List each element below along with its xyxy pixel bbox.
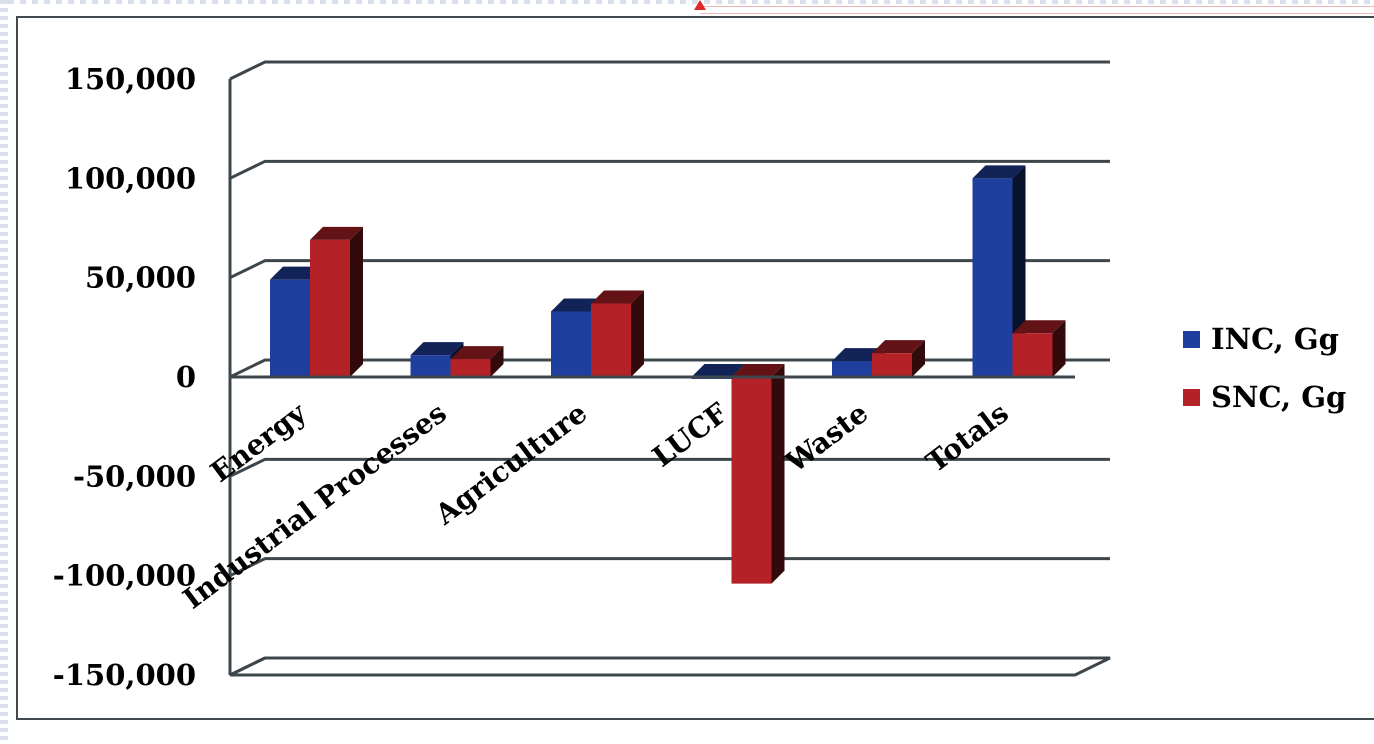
bar-front [591,303,631,377]
bar-front [972,178,1013,377]
bar-front [551,311,591,377]
bar-top [310,226,363,240]
bar-top [551,298,604,312]
x-tick-label: Totals [920,396,1015,479]
y-tick-label: 100,000 [65,161,196,195]
x-tick-label: Industrial Processes [177,396,453,615]
gridline [229,159,1110,180]
bar-front [270,279,310,377]
bar-top [731,364,785,377]
bar [731,364,785,584]
legend-swatch [1183,331,1200,348]
bar-front [450,359,491,377]
bar [872,340,925,377]
page-edge-top [8,0,1374,4]
legend-label: SNC, Gg [1211,380,1346,414]
insertion-marker-icon [694,0,706,10]
bar-side [631,290,644,377]
bar-top [270,266,323,280]
y-tick-label: -50,000 [73,459,196,493]
bar [450,346,504,377]
y-tick-label: 0 [176,360,196,394]
y-tick-label: -150,000 [53,658,196,692]
bar-front [310,239,350,377]
gridline [229,259,1110,280]
gridline [229,557,1110,578]
bar-front [1012,333,1053,377]
bar-front [832,361,872,377]
bar-top [591,290,644,304]
bar-top [410,342,464,356]
gridline [229,656,1110,677]
gridline [229,60,1110,81]
grid-layer [229,60,1111,677]
zero-baseline-back [229,358,1110,379]
chart-floor [229,656,1111,677]
bar-top [872,340,925,354]
bar-side [350,226,363,377]
x-tick-label: LUCF [646,396,734,473]
gridline [229,457,1110,478]
y-tick-label: 50,000 [85,261,196,295]
chart-frame [16,16,1374,720]
x-tick-label: Energy [204,396,312,489]
bar-top [832,348,885,362]
bar [591,290,644,377]
bar-front [731,377,772,584]
bar-side [912,340,925,377]
page-edge-left [0,0,8,744]
bar [1012,320,1066,377]
top-rule [700,6,1374,14]
y-tick-label: 150,000 [65,62,196,96]
bar-side [1052,320,1066,377]
y-tick-label: -100,000 [53,559,196,593]
bar-side [490,346,504,377]
legend-label: INC, Gg [1211,322,1339,356]
bar [310,226,363,377]
bar-top [450,346,504,360]
bar-top [1012,320,1066,334]
bar-front [410,355,451,377]
legend: INC, Gg SNC, Gg [1183,322,1346,414]
bar-top [691,364,745,377]
legend-swatch [1183,389,1200,406]
bar-front [872,353,912,377]
bar-side [771,364,785,584]
bar-layer [230,165,1075,584]
bar-top [972,165,1026,179]
x-tick-label: Agriculture [428,396,593,532]
x-tick-label: Waste [779,396,874,479]
y-axis: 150,000 100,000 50,000 0 -50,000 -100,000 -150… [53,62,232,692]
